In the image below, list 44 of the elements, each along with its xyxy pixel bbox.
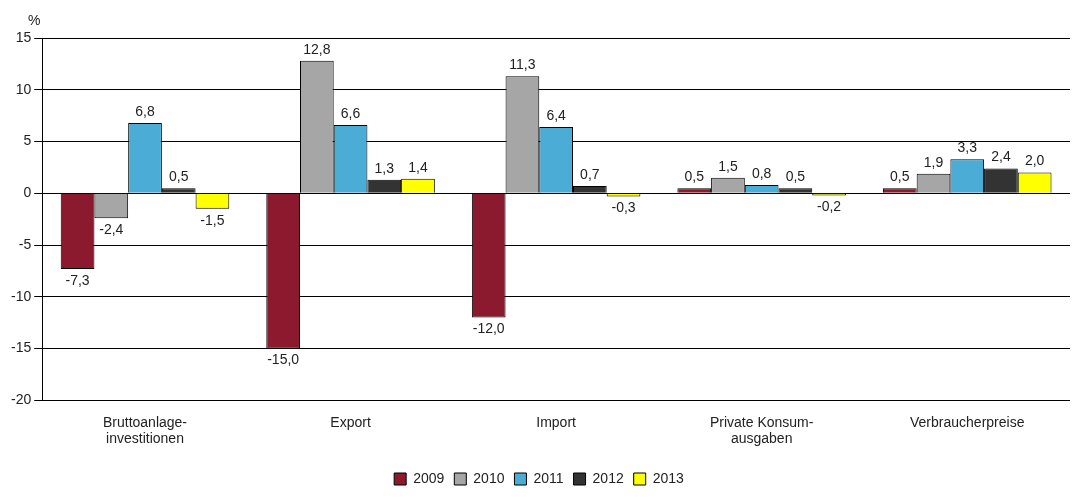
data-label: 6,6 bbox=[340, 104, 361, 121]
y-tick-label: 5 bbox=[23, 132, 32, 149]
data-label: -2,4 bbox=[99, 221, 124, 238]
data-label: 6,8 bbox=[135, 102, 155, 119]
data-label: 1,4 bbox=[408, 158, 428, 175]
data-label: -0,2 bbox=[817, 198, 842, 215]
data-label: -12,0 bbox=[472, 320, 505, 337]
data-label: -0,3 bbox=[611, 199, 636, 216]
legend-label: 2010 bbox=[473, 469, 505, 486]
data-label: 0,5 bbox=[890, 168, 910, 184]
data-label: -15,0 bbox=[267, 351, 300, 368]
data-label: 2,0 bbox=[1024, 152, 1045, 169]
data-label: -1,5 bbox=[200, 211, 225, 228]
data-label: 1,9 bbox=[923, 153, 944, 170]
y-tick-label: -20 bbox=[11, 391, 32, 408]
y-tick-label: -10 bbox=[11, 287, 32, 304]
data-label: 0,5 bbox=[168, 168, 189, 184]
data-label: 1,5 bbox=[718, 157, 738, 174]
y-axis-title: % bbox=[28, 11, 41, 28]
x-tick-label: Export bbox=[330, 413, 371, 430]
x-tick-label: Bruttoanlage- investitionen bbox=[102, 413, 188, 447]
data-label: 0,5 bbox=[785, 168, 806, 184]
x-tick-label: Import bbox=[536, 413, 577, 430]
legend-label: 2012 bbox=[592, 469, 624, 486]
x-tick-label: Private Konsum- ausgaben bbox=[709, 413, 814, 447]
legend-label: 2011 bbox=[533, 469, 564, 486]
y-tick-label: -15 bbox=[11, 339, 32, 356]
data-label: 12,8 bbox=[303, 40, 331, 57]
data-label: 0,8 bbox=[751, 164, 772, 181]
y-tick-label: 15 bbox=[15, 28, 32, 45]
legend-label: 2009 bbox=[413, 469, 445, 486]
y-tick-label: -5 bbox=[18, 235, 32, 252]
data-label: 2,4 bbox=[991, 148, 1011, 165]
x-tick-label: Verbraucherpreise bbox=[910, 413, 1025, 430]
data-label: 1,3 bbox=[374, 159, 395, 176]
y-tick-label: 10 bbox=[15, 80, 32, 97]
data-label: 6,4 bbox=[546, 106, 567, 123]
data-label: 3,3 bbox=[957, 139, 978, 155]
data-label: 0,5 bbox=[684, 168, 705, 184]
data-label: 0,7 bbox=[580, 165, 600, 182]
data-label: 11,3 bbox=[509, 56, 536, 73]
data-label: -7,3 bbox=[65, 271, 90, 288]
legend-label: 2013 bbox=[652, 469, 685, 486]
y-tick-label: 0 bbox=[23, 184, 32, 201]
